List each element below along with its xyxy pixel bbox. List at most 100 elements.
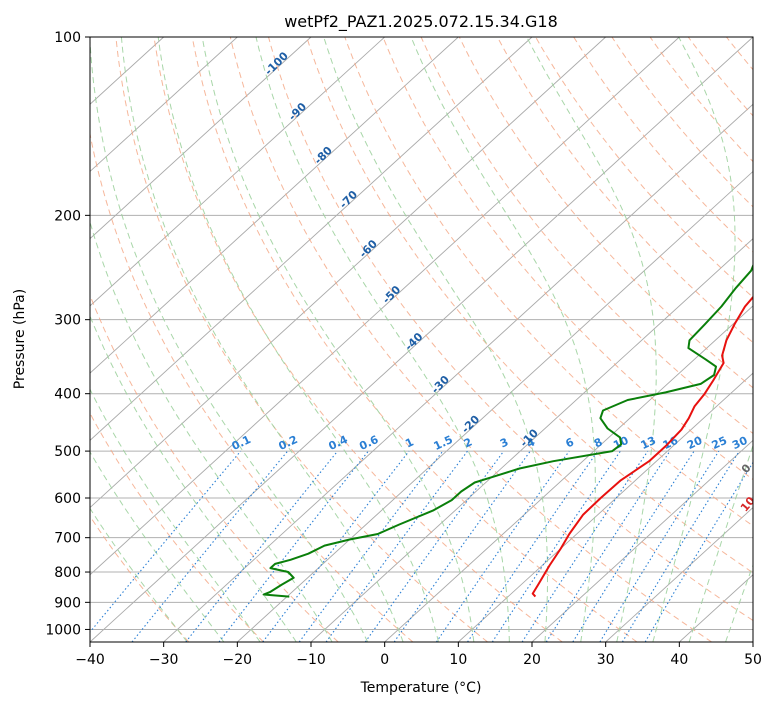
mixing-ratio-line [185,450,339,642]
dry-adiabat-line [90,293,339,642]
isotherm-line [90,37,753,642]
dry-adiabat-line [90,131,414,642]
moist-adiabat-line [120,37,404,642]
mixing-ratio-label: 2 [462,435,474,450]
dry-adiabat-line [420,37,753,435]
mixing-ratio-line [621,450,740,642]
moist-adiabat-line [90,388,261,642]
dry-adiabat-lines [90,37,775,642]
isotherm-label: -90 [286,100,309,123]
mixing-ratio-line [262,450,410,642]
isotherm-label: -80 [312,144,335,167]
dry-adiabat-line [765,37,775,642]
mixing-ratio-lines [90,450,753,642]
mixing-ratio-label: 0.1 [230,433,253,453]
dry-adiabat-line [726,37,753,71]
isotherm-line [163,103,753,642]
mixing-ratio-label: 1.5 [432,433,455,453]
isotherm-label: -70 [337,188,360,211]
x-axis-title: Temperature (°C) [360,680,482,696]
dewpoint-profile-line [262,263,753,598]
dry-adiabat-line [191,37,638,642]
x-axis: −40 −30 −20 −10 0 10 20 30 40 50 [75,642,762,668]
mixing-ratio-label: 16 [661,434,681,452]
isotherm-label: -100 [262,49,291,78]
moist-adiabat-label: 10 [738,494,758,514]
isotherm-lines [90,37,753,642]
moist-adiabat-label: 30 [763,548,775,568]
dry-adiabat-line [90,412,264,642]
mixing-ratio-line [599,450,720,642]
moist-adiabat-line [90,314,297,642]
dry-adiabat-line [573,37,753,253]
x-tick-label: 50 [744,652,762,668]
temperature-profile-line [531,295,753,598]
mixing-ratio-line [131,450,289,642]
isotherm-line [90,37,680,576]
isotherm-line [605,506,753,642]
mixing-ratio-label: 25 [710,434,729,452]
sounding-profiles [262,263,753,598]
moist-adiabat-line [90,37,369,642]
mixing-ratio-line [435,450,570,642]
y-tick-label: 600 [54,491,81,507]
mixing-ratio-label: 13 [639,434,658,452]
mixing-ratio-label: 6 [563,435,576,450]
isotherm-line [90,37,312,240]
isotherm-label: -40 [402,330,425,353]
isotherm-line [531,439,753,642]
dry-adiabat-line [153,37,563,642]
mixing-ratio-line [545,450,671,642]
y-tick-label: 500 [54,444,81,460]
moist-adiabat-line [90,507,188,642]
isotherm-line [90,37,238,173]
chart-title: wetPf2_PAZ1.2025.072.15.34.G18 [284,12,558,32]
x-tick-label: −30 [149,652,179,668]
y-axis: 100 200 300 400 500 600 700 800 900 1000 [45,30,90,638]
dry-adiabat-line [687,37,753,117]
moist-adiabat-line [90,450,225,642]
x-tick-label: −20 [223,652,253,668]
isotherm-line [90,37,533,441]
mixing-ratio-label: 0.6 [357,433,380,453]
mixing-ratio-label: 0.4 [327,433,350,453]
x-tick-label: 30 [597,652,615,668]
mixing-ratio-line [325,450,468,642]
mixing-ratio-label: 30 [730,434,750,452]
mixing-ratio-line [467,450,599,642]
mixing-ratio-line [393,450,531,642]
dry-adiabat-line [611,37,753,208]
mixing-ratio-line [572,450,695,642]
dry-adiabat-line [382,37,753,481]
x-tick-label: 20 [523,652,541,668]
isotherm-line [752,641,753,642]
mixing-ratio-line [491,450,621,642]
mixing-ratio-line [364,450,505,642]
dry-adiabat-line [268,37,753,622]
isotherm-label: -20 [459,412,482,435]
x-tick-label: 40 [670,652,688,668]
isotherm-line [237,170,753,642]
isotherm-line [90,37,459,374]
moist-adiabat-line [688,443,753,642]
moist-adiabat-line [652,37,736,642]
moist-adiabat-label: 0 [739,461,754,475]
mixing-ratio-line [521,450,649,642]
y-tick-label: 900 [54,595,81,611]
moist-adiabat-line [762,37,775,642]
mixing-ratio-line [90,450,242,633]
mixing-ratio-label: 20 [685,434,705,452]
isotherm-line [384,305,753,642]
dry-adiabat-line [229,37,712,642]
moist-adiabat-line [201,37,475,642]
moist-adiabat-line [410,37,596,642]
x-tick-label: 0 [380,652,389,668]
isotherm-label: -60 [357,237,380,260]
dry-adiabat-line [458,37,753,389]
isotherm-label: -10 [518,426,541,449]
moist-adiabat-line [725,563,753,642]
x-tick-label: 10 [449,652,467,668]
isotherm-line [90,37,606,509]
y-tick-label: 200 [54,208,81,224]
